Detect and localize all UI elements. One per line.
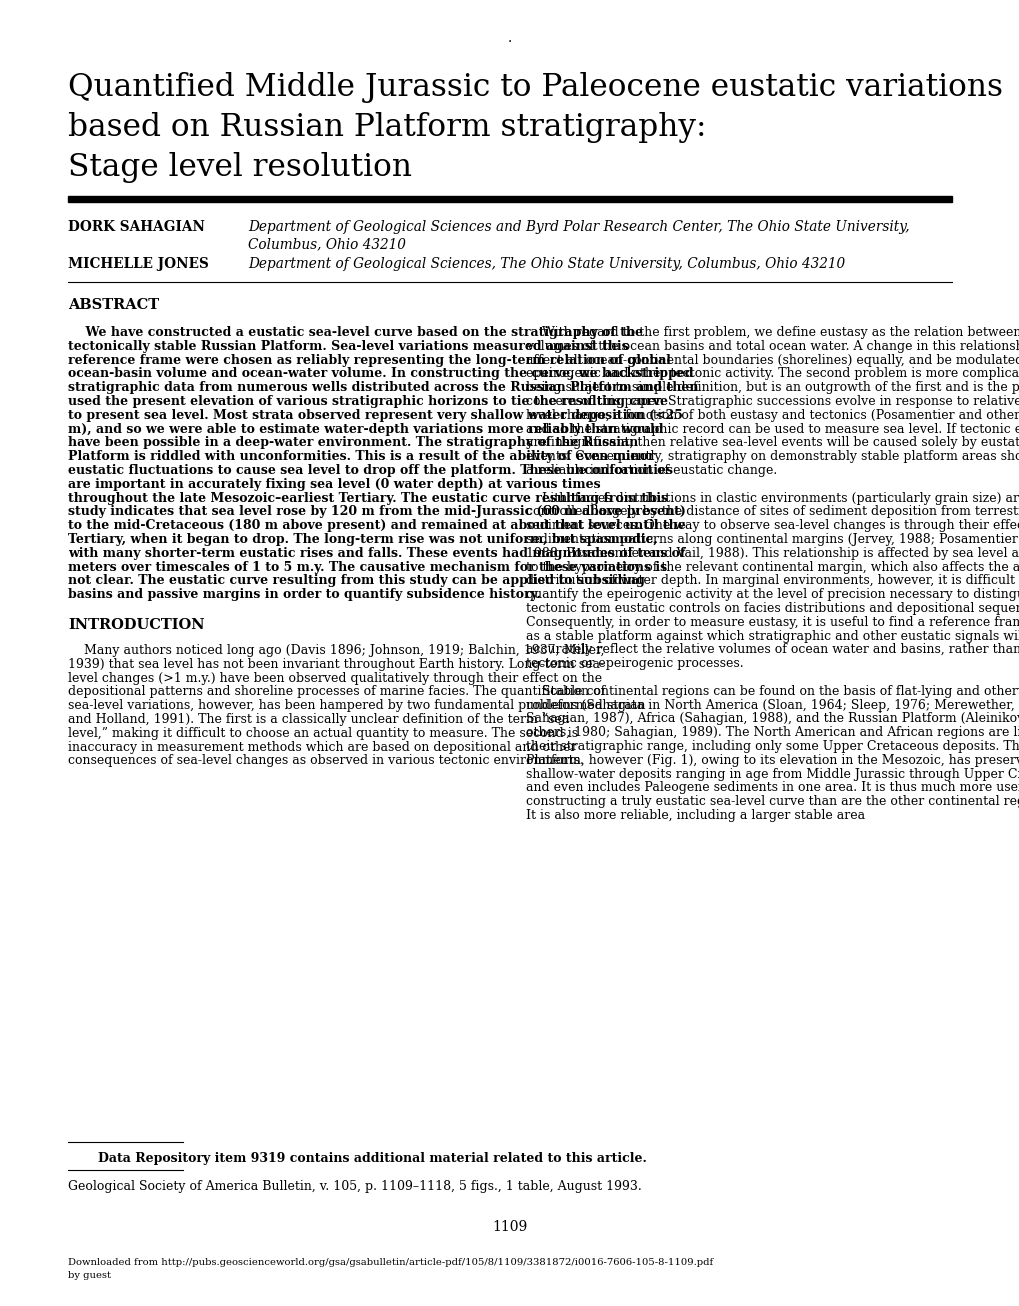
Text: reference frame were chosen as reliably representing the long-term relation of g: reference frame were chosen as reliably … (68, 354, 671, 367)
Text: level change, a function of both eustasy and tectonics (Posamentier and others, : level change, a function of both eustasy… (526, 409, 1019, 422)
Text: to present sea level. Most strata observed represent very shallow water depositi: to present sea level. Most strata observ… (68, 409, 682, 422)
Text: m), and so we were able to estimate water-depth variations more reliably than wo: m), and so we were able to estimate wate… (68, 423, 662, 436)
Text: based on Russian Platform stratigraphy:: based on Russian Platform stratigraphy: (68, 112, 706, 142)
Text: basins and passive margins in order to quantify subsidence history.: basins and passive margins in order to q… (68, 588, 540, 601)
Text: distribution of water depth. In marginal environments, however, it is difficult : distribution of water depth. In marginal… (526, 575, 1019, 588)
Text: INTRODUCTION: INTRODUCTION (68, 618, 205, 632)
Text: sea-level variations, however, has been hampered by two fundamental problems (Sa: sea-level variations, however, has been … (68, 699, 645, 712)
Text: Platform is riddled with unconformities. This is a result of the ability of even: Platform is riddled with unconformities.… (68, 451, 654, 464)
Text: and Holland, 1991). The first is a classically unclear definition of the term “s: and Holland, 1991). The first is a class… (68, 713, 569, 726)
Text: tectonically stable Russian Platform. Sea-level variations measured against this: tectonically stable Russian Platform. Se… (68, 340, 628, 353)
Text: study indicates that sea level rose by 120 m from the mid-Jurassic (60 m above p: study indicates that sea level rose by 1… (68, 505, 685, 518)
Text: ABSTRACT: ABSTRACT (68, 298, 159, 312)
Text: Quantified Middle Jurassic to Paleocene eustatic variations: Quantified Middle Jurassic to Paleocene … (68, 72, 1002, 103)
Text: a reliable indication of eustatic change.: a reliable indication of eustatic change… (526, 464, 776, 477)
Text: events. Consequently, stratigraphy on demonstrably stable platform areas should : events. Consequently, stratigraphy on de… (526, 451, 1019, 464)
Text: accurately reflect the relative volumes of ocean water and basins, rather than l: accurately reflect the relative volumes … (526, 644, 1019, 657)
Text: ocean-basin volume and ocean-water volume. In constructing the curve, we backstr: ocean-basin volume and ocean-water volum… (68, 367, 693, 380)
Text: sedimentation patterns along continental margins (Jervey, 1988; Posamentier and : sedimentation patterns along continental… (526, 533, 1019, 546)
Text: undeformed strata in North America (Sloan, 1964; Sleep, 1976; Merewether, 1983;: undeformed strata in North America (Sloa… (526, 699, 1019, 712)
Text: Stage level resolution: Stage level resolution (68, 151, 412, 183)
Text: affect all ocean-continental boundaries (shorelines) equally, and be modulated b: affect all ocean-continental boundaries … (526, 354, 1019, 367)
Text: shallow-water deposits ranging in age from Middle Jurassic through Upper Cretace: shallow-water deposits ranging in age fr… (526, 768, 1019, 781)
Text: throughout the late Mesozoic–earliest Tertiary. The eustatic curve resulting fro: throughout the late Mesozoic–earliest Te… (68, 491, 667, 504)
Text: and so the stratigraphic record can be used to measure sea level. If tectonic ev: and so the stratigraphic record can be u… (526, 423, 1019, 436)
Text: Columbus, Ohio 43210: Columbus, Ohio 43210 (248, 236, 406, 251)
Text: Sahagian, 1987), Africa (Sahagian, 1988), and the Russian Platform (Aleinikov an: Sahagian, 1987), Africa (Sahagian, 1988)… (526, 712, 1019, 725)
Text: level changes (>1 m.y.) have been observed qualitatively through their effect on: level changes (>1 m.y.) have been observ… (68, 671, 601, 684)
Text: volumes of the ocean basins and total ocean water. A change in this relationship: volumes of the ocean basins and total oc… (526, 340, 1019, 353)
Text: Lithofacies distributions in clastic environments (particularly grain size) are: Lithofacies distributions in clastic env… (526, 491, 1019, 504)
Text: Consequently, in order to measure eustasy, it is useful to find a reference fram: Consequently, in order to measure eustas… (526, 616, 1019, 628)
Text: With regard to the first problem, we define eustasy as the relation between the: With regard to the first problem, we def… (526, 326, 1019, 340)
Text: being subject to simple definition, but is an outgrowth of the first and is the : being subject to simple definition, but … (526, 381, 1019, 394)
Text: level,” making it difficult to choose an actual quantity to measure. The second : level,” making it difficult to choose an… (68, 727, 578, 739)
Text: with many shorter-term eustatic rises and falls. These events had magnitudes of : with many shorter-term eustatic rises an… (68, 547, 685, 560)
Text: tectonic or epeirogenic processes.: tectonic or epeirogenic processes. (526, 657, 743, 670)
Text: Tertiary, when it began to drop. The long-term rise was not uniform, but spasmod: Tertiary, when it began to drop. The lon… (68, 533, 657, 546)
Text: have been possible in a deep-water environment. The stratigraphy of the Russian: have been possible in a deep-water envir… (68, 436, 638, 449)
Text: Department of Geological Sciences and Byrd Polar Research Center, The Ohio State: Department of Geological Sciences and By… (248, 219, 909, 234)
Text: constructing a truly eustatic sea-level curve than are the other continental reg: constructing a truly eustatic sea-level … (526, 795, 1019, 808)
Text: eustatic fluctuations to cause sea level to drop off the platform. These unconfo: eustatic fluctuations to cause sea level… (68, 464, 673, 477)
Text: Many authors noticed long ago (Davis 1896; Johnson, 1919; Balchin, 1937; Miller,: Many authors noticed long ago (Davis 189… (68, 644, 604, 657)
Text: DORK SAHAGIAN: DORK SAHAGIAN (68, 219, 205, 234)
Text: quantify the epeirogenic activity at the level of precision necessary to disting: quantify the epeirogenic activity at the… (526, 588, 1019, 601)
Text: Geological Society of America Bulletin, v. 105, p. 1109–1118, 5 figs., 1 table, : Geological Society of America Bulletin, … (68, 1181, 641, 1192)
Text: their stratigraphic range, including only some Upper Cretaceous deposits. The Ru: their stratigraphic range, including onl… (526, 741, 1019, 754)
Text: epeirogenic and other tectonic activity. The second problem is more complicated,: epeirogenic and other tectonic activity.… (526, 367, 1019, 380)
Text: .: . (507, 31, 512, 44)
Text: are insignificant, then relative sea-level events will be caused solely by eusta: are insignificant, then relative sea-lev… (526, 436, 1019, 449)
Text: We have constructed a eustatic sea-level curve based on the stratigraphy of the: We have constructed a eustatic sea-level… (68, 326, 642, 340)
Text: stratigraphic data from numerous wells distributed across the Russian Platform a: stratigraphic data from numerous wells d… (68, 381, 698, 394)
Text: Platform, however (Fig. 1), owing to its elevation in the Mesozoic, has preserve: Platform, however (Fig. 1), owing to its… (526, 754, 1019, 767)
Text: inaccuracy in measurement methods which are based on depositional and other: inaccuracy in measurement methods which … (68, 741, 576, 754)
Text: to the mid-Cretaceous (180 m above present) and remained at about that level unt: to the mid-Cretaceous (180 m above prese… (68, 520, 685, 533)
Text: depositional patterns and shoreline processes of marine facies. The quantificati: depositional patterns and shoreline proc… (68, 686, 604, 699)
Text: Department of Geological Sciences, The Ohio State University, Columbus, Ohio 432: Department of Geological Sciences, The O… (248, 257, 845, 272)
Text: and even includes Paleogene sediments in one area. It is thus much more useful f: and even includes Paleogene sediments in… (526, 781, 1019, 794)
Text: Data Repository item 9319 contains additional material related to this article.: Data Repository item 9319 contains addit… (98, 1152, 646, 1165)
Text: to the hypsometry of the relevant continental margin, which also affects the are: to the hypsometry of the relevant contin… (526, 560, 1019, 573)
Text: meters over timescales of 1 to 5 m.y. The causative mechanism for these variatio: meters over timescales of 1 to 5 m.y. Th… (68, 560, 666, 573)
Text: not clear. The eustatic curve resulting from this study can be applied to subsid: not clear. The eustatic curve resulting … (68, 575, 644, 588)
Text: MICHELLE JONES: MICHELLE JONES (68, 257, 209, 272)
Text: used the present elevation of various stratigraphic horizons to tie the resultin: used the present elevation of various st… (68, 394, 667, 407)
Text: controlled largely by the distance of sites of sediment deposition from terrestr: controlled largely by the distance of si… (526, 505, 1019, 518)
Text: by guest: by guest (68, 1271, 111, 1280)
Text: It is also more reliable, including a larger stable area: It is also more reliable, including a la… (526, 808, 864, 821)
Text: others, 1980; Sahagian, 1989). The North American and African regions are limite: others, 1980; Sahagian, 1989). The North… (526, 726, 1019, 739)
Text: concern of this paper. Stratigraphic successions evolve in response to relative : concern of this paper. Stratigraphic suc… (526, 394, 1019, 407)
Text: tectonic from eustatic controls on facies distributions and depositional sequenc: tectonic from eustatic controls on facie… (526, 602, 1019, 615)
Text: Stable continental regions can be found on the basis of flat-lying and otherwise: Stable continental regions can be found … (526, 684, 1019, 697)
Bar (68, 196, 951, 202)
Text: 1109: 1109 (492, 1220, 527, 1234)
Text: Downloaded from http://pubs.geoscienceworld.org/gsa/gsabulletin/article-pdf/105/: Downloaded from http://pubs.geosciencewo… (68, 1258, 712, 1267)
Text: are important in accurately fixing sea level (0 water depth) at various times: are important in accurately fixing sea l… (68, 478, 600, 491)
Text: as a stable platform against which stratigraphic and other eustatic signals will: as a stable platform against which strat… (526, 629, 1019, 643)
Text: consequences of sea-level changes as observed in various tectonic environments.: consequences of sea-level changes as obs… (68, 755, 583, 768)
Text: sediment sources. One way to observe sea-level changes is through their effect o: sediment sources. One way to observe sea… (526, 520, 1019, 533)
Text: 1988; Posamentier and Vail, 1988). This relationship is affected by sea level ac: 1988; Posamentier and Vail, 1988). This … (526, 547, 1019, 560)
Text: 1939) that sea level has not been invariant throughout Earth history. Long-term : 1939) that sea level has not been invari… (68, 658, 603, 671)
